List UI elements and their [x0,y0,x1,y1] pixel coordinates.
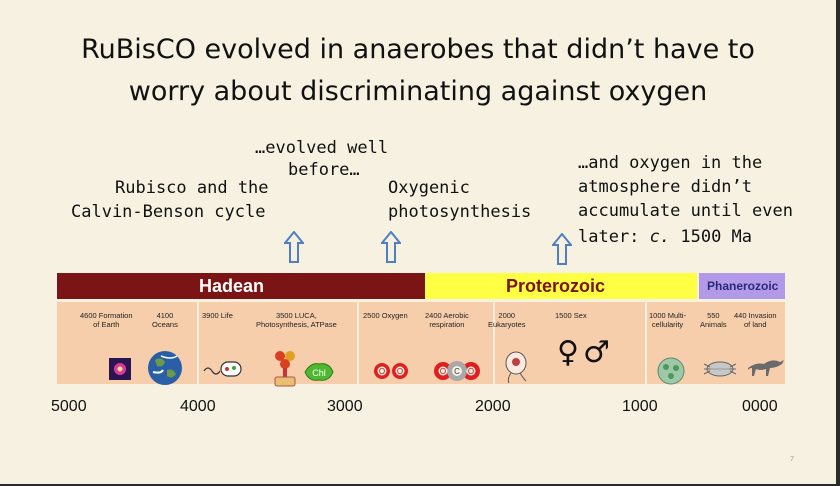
oxygen-atom-label: O [397,367,403,376]
event-label: 2400 Aerobic respiration [425,311,469,329]
page-number: 7 [790,456,794,463]
era-proterozoic-label: Proterozoic [506,276,606,296]
era-phanerozoic-label: Phanerozoic [707,279,779,293]
note-evolved-line-2: before… [288,160,360,180]
event-label: 4600 Formation of Earth [80,311,133,329]
protoplanetary-disk-icon [109,358,131,380]
chlorophyll-label: Chl [312,368,326,378]
chlorophyll-icon: Chl [304,363,334,381]
note-oxygen-line-2: atmosphere didn’t [578,177,752,197]
earth-icon [148,351,182,385]
note-oxygenic-line-1: Oxygenic [388,178,470,198]
male-symbol-icon: ♂ [582,335,610,370]
era-proterozoic: Proterozoic [425,273,697,299]
oxygen-atom-label: O [379,367,385,376]
up-arrow-icon [381,231,401,263]
era-phanerozoic: Phanerozoic [699,273,785,299]
female-symbol-icon: ♀ [557,335,579,370]
axis-tick: 2000 [475,398,511,415]
note-rubisco-line-2: Calvin-Benson cycle [71,202,266,222]
era-hadean: Hadean [57,273,425,299]
title-line-2: worry about discriminating against oxyge… [128,76,708,107]
note-evolved-line-1: …evolved well [255,138,389,158]
note-oxygen-line-3: accumulate until even [578,201,793,221]
event-label: 4100 Oceans [152,311,178,329]
atp-synthase-icon [274,351,296,387]
co2-carbon-label: C [454,367,460,376]
eukaryote-cell-icon [505,351,527,384]
co2-oxygen-label: O [468,367,474,376]
window-edge [836,0,840,486]
event-label: 550 Animals [700,311,727,329]
carbon-dioxide-icon: O C O [434,361,480,381]
note-rubisco-line-1: Rubisco and the [115,178,269,198]
event-label: 3500 LUCA, Photosynthesis, ATPase [256,311,337,329]
note-oxygen-line-1: …and oxygen in the [578,153,763,173]
up-arrow-icon [552,233,572,265]
event-label: 2500 Oxygen [363,311,408,320]
volvox-colony-icon [657,357,685,385]
trilobite-icon [703,361,737,377]
axis-tick: 1000 [622,398,658,415]
event-label: 1500 Sex [555,311,587,320]
event-label: 3900 Life [202,311,233,320]
axis-tick: 4000 [180,398,216,415]
event-label: 1000 Multi-cellularity [649,311,687,329]
up-arrow-icon [284,231,304,263]
note-oxygen-pre: later: [578,227,650,247]
event-label: 2000 Eukaryotes [488,311,526,329]
oxygen-molecule-icon: O O [374,363,408,379]
event-label: 440 Invasion of land [734,311,777,329]
axis-tick: 5000 [51,398,87,415]
title-line-1: RuBisCO evolved in anaerobes that didn’t… [81,34,755,65]
note-oxygen-post: 1500 Ma [670,227,753,247]
era-hadean-label: Hadean [199,276,265,296]
note-oxygen-circa: c. [649,227,671,247]
axis-tick: 0000 [742,398,778,415]
tetrapod-icon [748,360,784,376]
note-oxygenic-line-2: photosynthesis [388,202,532,222]
protocell-icon [203,361,242,377]
axis-tick: 3000 [327,398,363,415]
co2-oxygen-label: O [440,367,446,376]
note-oxygen-line-4: later: c. 1500 Ma [578,226,752,248]
